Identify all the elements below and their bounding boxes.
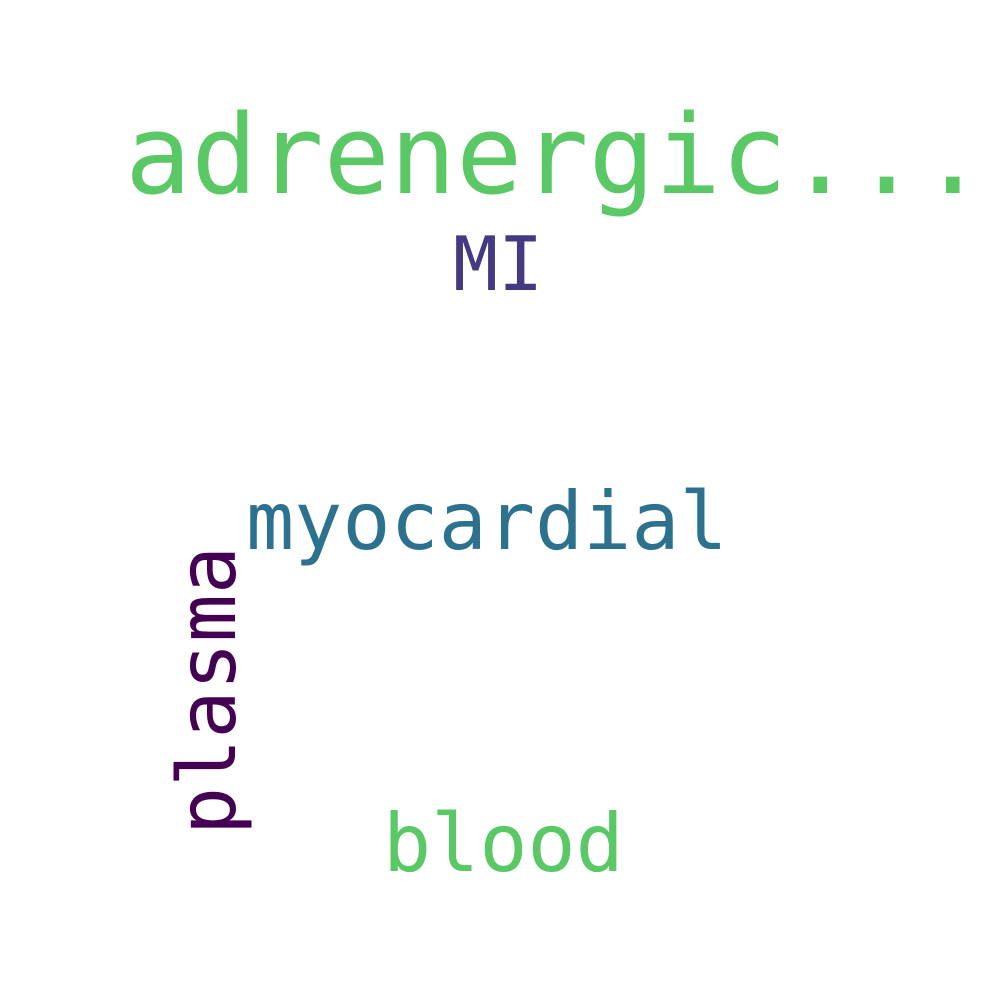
word-adrenergic: adrenergic... xyxy=(125,91,986,219)
word-plasma: plasma xyxy=(161,546,254,835)
word-blood: blood xyxy=(383,797,624,890)
word-myocardial: myocardial xyxy=(246,475,728,568)
word-mi: MI xyxy=(453,220,544,308)
